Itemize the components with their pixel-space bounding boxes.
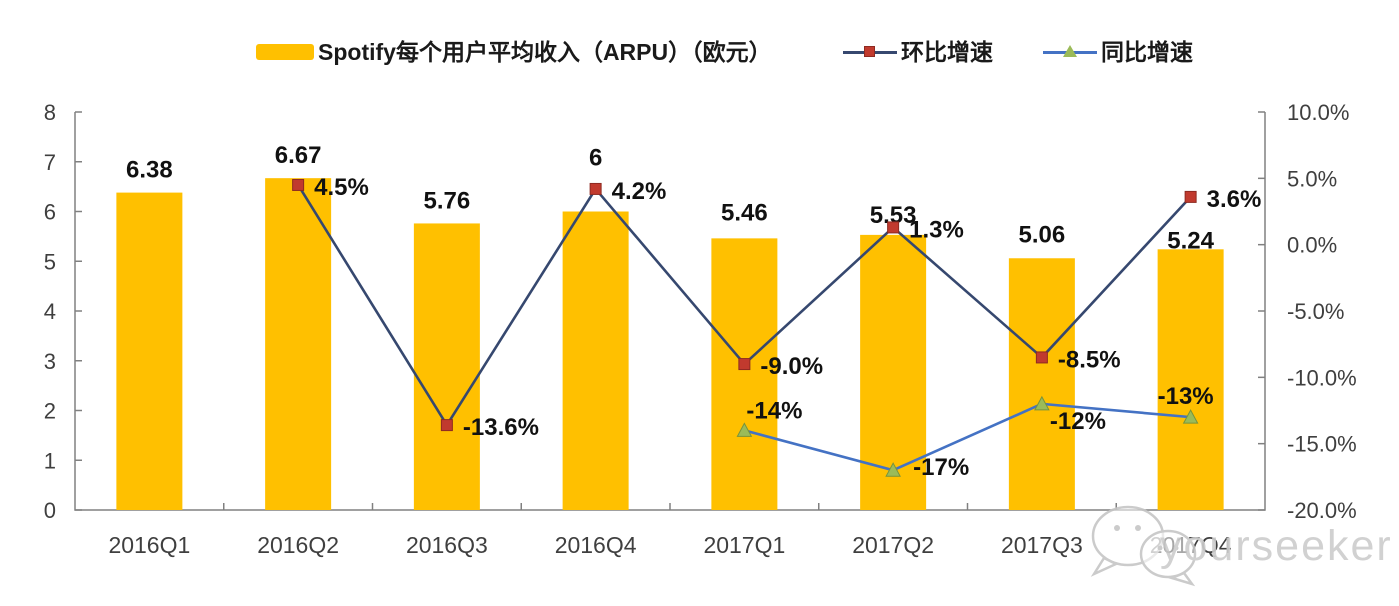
arpu-bar-label: 5.06 xyxy=(1019,221,1066,248)
arpu-bar-label: 6.67 xyxy=(275,142,322,169)
left-axis-tick-label: 3 xyxy=(44,349,56,374)
right-axis-tick-label: -20.0% xyxy=(1287,498,1357,523)
legend-item-qoq-growth: 环比增速 xyxy=(843,39,993,65)
watermark-text: yourseeker xyxy=(1160,522,1393,570)
wechat-icon-eye xyxy=(1157,545,1163,551)
arpu-bar-label: 6.38 xyxy=(126,157,173,184)
yoy-growth-label: -17% xyxy=(913,454,969,481)
wechat-icon-eye xyxy=(1135,525,1141,531)
arpu-bar-label: 5.76 xyxy=(424,187,471,214)
qoq-growth-label: -8.5% xyxy=(1058,346,1121,373)
triangle-marker-icon xyxy=(1034,395,1050,411)
arpu-bar xyxy=(413,223,480,510)
qoq-growth-label: -13.6% xyxy=(463,414,539,441)
legend-label-qoq: 环比增速 xyxy=(901,39,993,65)
arpu-bar xyxy=(265,178,332,511)
legend-label-arpu: Spotify每个用户平均收入（ARPU）（欧元） xyxy=(318,39,772,65)
legend-item-arpu-bar: Spotify每个用户平均收入（ARPU）（欧元） xyxy=(256,39,772,65)
x-axis-category-label: 2017Q2 xyxy=(852,532,934,558)
wechat-icon-tail xyxy=(1090,556,1119,577)
yoy-growth-label: -12% xyxy=(1050,408,1106,435)
arpu-bar-label: 5.46 xyxy=(721,199,768,226)
left-axis-tick-label: 0 xyxy=(44,498,56,523)
square-marker-icon xyxy=(292,178,305,191)
yoy-growth-line xyxy=(744,402,1191,472)
qoq-growth-label: 1.3% xyxy=(909,216,964,243)
qoq-growth-label: 4.2% xyxy=(612,178,667,205)
wechat-icon-eye xyxy=(1114,525,1120,531)
right-axis-tick-label: -15.0% xyxy=(1287,432,1357,457)
triangle-marker-icon xyxy=(736,422,753,437)
triangle-marker-icon xyxy=(1063,45,1077,57)
arpu-bar xyxy=(1157,249,1224,510)
right-axis-tick-label: 0.0% xyxy=(1287,233,1337,258)
right-axis-tick-label: 5.0% xyxy=(1287,166,1337,191)
right-axis-tick-label: -10.0% xyxy=(1287,365,1357,390)
wechat-icon-small-bubble xyxy=(1139,529,1197,579)
x-axis-category-label: 2016Q2 xyxy=(257,532,339,558)
arpu-bar-label: 6 xyxy=(589,145,602,172)
qoq-growth-label: -9.0% xyxy=(760,353,823,380)
left-axis-tick-label: 7 xyxy=(44,150,56,175)
yoy-growth-label: -14% xyxy=(746,397,802,424)
wechat-icon-small-tail xyxy=(1168,571,1196,587)
legend-label-yoy: 同比增速 xyxy=(1101,39,1193,65)
left-axis-tick-label: 8 xyxy=(44,100,56,125)
x-axis-category-label: 2016Q1 xyxy=(108,532,190,558)
qoq-growth-label: 3.6% xyxy=(1207,186,1262,213)
arpu-bar-label: 5.24 xyxy=(1167,227,1214,254)
right-axis-tick-label: 10.0% xyxy=(1287,100,1349,125)
square-marker-icon xyxy=(1184,190,1197,203)
arpu-bar xyxy=(116,192,183,510)
triangle-marker-icon xyxy=(1182,409,1199,424)
square-marker-icon xyxy=(1035,351,1048,364)
arpu-bar xyxy=(1008,258,1075,510)
square-marker-icon xyxy=(589,182,602,195)
x-axis-category-label: 2017Q3 xyxy=(1001,532,1083,558)
left-axis-tick-label: 6 xyxy=(44,200,56,225)
square-marker-icon xyxy=(887,221,900,234)
square-marker-icon xyxy=(440,419,453,432)
x-axis-category-label: 2017Q1 xyxy=(703,532,785,558)
square-marker-icon xyxy=(738,358,751,371)
left-axis-tick-label: 5 xyxy=(44,249,56,274)
chart-legend: Spotify每个用户平均收入（ARPU）（欧元） 环比增速 同比增速 xyxy=(0,0,1399,80)
qoq-growth-label: 4.5% xyxy=(314,174,369,201)
x-axis-category-label: 2016Q4 xyxy=(555,532,637,558)
left-axis-tick-label: 2 xyxy=(44,399,56,424)
legend-sample-qoq-line xyxy=(843,40,897,64)
legend-item-yoy-growth: 同比增速 xyxy=(1043,39,1193,65)
legend-swatch-arpu-bar xyxy=(256,44,314,60)
left-axis-tick-label: 4 xyxy=(44,299,56,324)
legend-sample-yoy-line xyxy=(1043,40,1097,64)
yoy-growth-label: -13% xyxy=(1158,383,1214,410)
x-axis-category-label: 2016Q3 xyxy=(406,532,488,558)
right-axis-tick-label: -5.0% xyxy=(1287,299,1344,324)
arpu-bar xyxy=(711,238,778,511)
watermark: yourseeker xyxy=(1090,505,1393,587)
arpu-bar xyxy=(562,211,629,510)
wechat-icon-eye xyxy=(1173,545,1179,551)
square-marker-icon xyxy=(864,46,875,57)
triangle-marker-icon xyxy=(885,462,901,477)
left-axis-tick-label: 1 xyxy=(44,448,56,473)
